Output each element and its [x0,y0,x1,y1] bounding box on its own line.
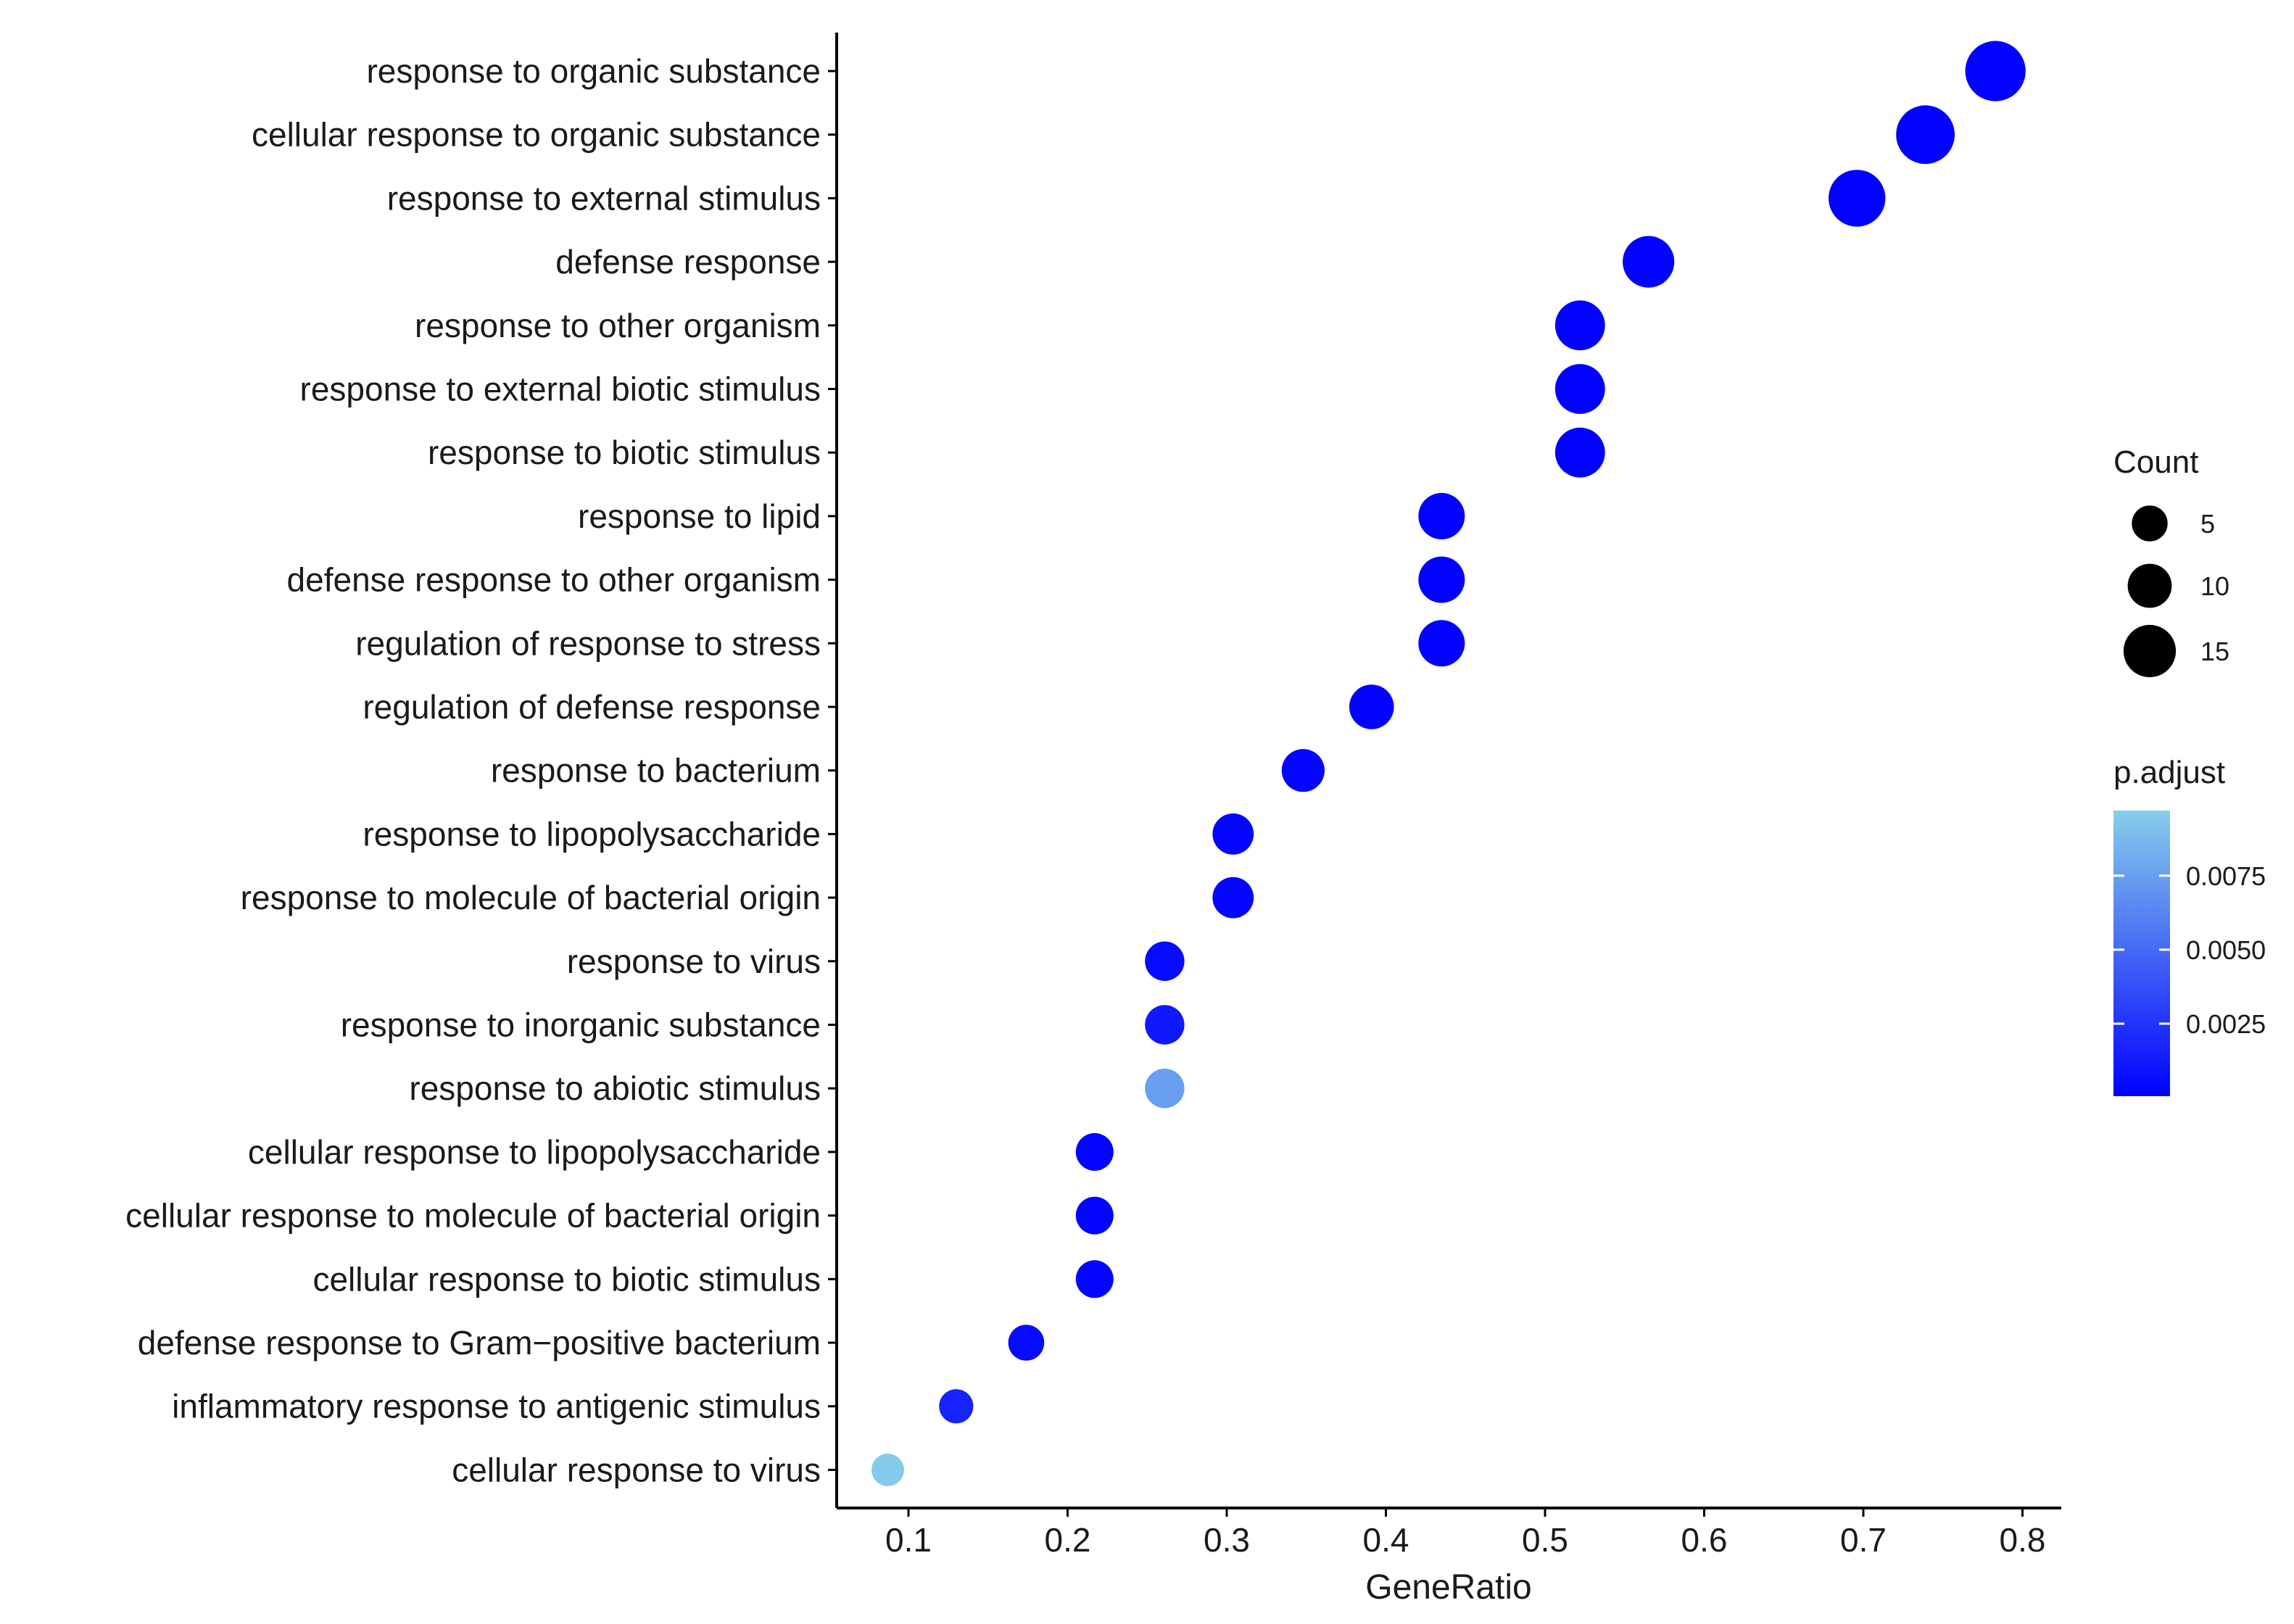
size-legend-label: 5 [2200,509,2215,539]
size-legend-dot [2127,563,2172,608]
data-point [1829,170,1886,227]
size-legend-dot [2132,505,2168,542]
color-legend-title: p.adjust [2113,755,2225,790]
data-point [1281,749,1325,792]
color-legend-label: 0.0075 [2186,861,2266,891]
y-tick-label: response to lipid [578,497,821,535]
x-tick-label: 0.1 [885,1521,932,1559]
y-tick-label: response to other organism [415,307,821,344]
x-tick-label: 0.3 [1204,1521,1250,1559]
data-point [1008,1325,1045,1361]
size-legend-title: Count [2113,444,2198,480]
x-tick-label: 0.4 [1363,1521,1409,1559]
data-point [1896,105,1955,165]
y-tick-label: response to bacterium [491,752,821,790]
y-tick-label: response to external biotic stimulus [300,370,821,408]
y-tick-label: response to lipopolysaccharide [363,815,821,853]
data-point [1418,556,1465,603]
size-legend: Count 5 10 15 [2113,444,2229,678]
data-point [1075,1196,1114,1235]
color-legend: p.adjust 0.0025 0.0050 0.0075 [2113,755,2266,1096]
y-tick-label: inflammatory response to antigenic stimu… [172,1388,821,1425]
data-point [1212,813,1254,855]
y-tick-label: defense response to Gram−positive bacter… [138,1324,821,1362]
x-tick-label: 0.6 [1681,1521,1728,1559]
data-points [871,41,2026,1486]
size-legend-label: 10 [2200,571,2229,601]
y-tick-label: response to external stimulus [387,179,821,217]
y-tick-label: response to organic substance [366,52,821,90]
data-point [1212,877,1254,919]
y-tick-label: response to inorganic substance [341,1006,821,1044]
data-point [1145,1069,1185,1109]
x-axis-ticks [907,1508,2024,1517]
data-point [1145,1005,1185,1045]
color-legend-label: 0.0025 [2186,1009,2266,1039]
data-point [1623,236,1675,288]
y-tick-label: regulation of response to stress [355,624,821,662]
y-tick-label: cellular response to virus [452,1451,821,1488]
y-tick-label: response to abiotic stimulus [409,1069,821,1107]
plot-axes [835,33,2061,1509]
data-point [1965,41,2026,102]
y-axis-ticks [828,70,837,1471]
y-tick-label: response to molecule of bacterial origin [241,879,821,916]
data-point [1418,620,1465,667]
y-tick-label: cellular response to molecule of bacteri… [125,1197,821,1235]
data-point [1554,364,1605,414]
size-legend-dot [2123,624,2177,678]
data-point [1075,1260,1114,1298]
data-point [1145,941,1185,982]
data-point [1418,492,1465,539]
x-tick-label: 0.8 [2000,1521,2046,1559]
size-legend-label: 15 [2200,637,2229,666]
x-axis-labels: 0.1 0.2 0.3 0.4 0.5 0.6 0.7 0.8 [885,1521,2045,1559]
color-legend-label: 0.0050 [2186,935,2266,965]
data-point [1554,427,1605,478]
color-legend-bar [2113,811,2170,1096]
y-tick-label: cellular response to organic substance [252,116,821,154]
y-tick-label: regulation of defense response [363,688,821,726]
data-point [871,1454,904,1486]
y-axis-labels: response to organic substance cellular re… [125,52,821,1488]
x-tick-label: 0.5 [1522,1521,1568,1559]
x-tick-label: 0.2 [1045,1521,1091,1559]
data-point [939,1389,974,1424]
x-tick-label: 0.7 [1840,1521,1887,1559]
y-tick-label: response to virus [567,942,821,980]
y-tick-label: cellular response to biotic stimulus [312,1260,821,1298]
x-axis-title: GeneRatio [1365,1568,1531,1607]
y-tick-label: cellular response to lipopolysaccharide [248,1133,821,1171]
data-point [1554,300,1605,351]
y-tick-label: defense response [555,243,821,281]
y-tick-label: response to biotic stimulus [428,434,821,471]
data-point [1349,684,1394,729]
data-point [1075,1132,1114,1171]
y-tick-label: defense response to other organism [287,561,821,599]
